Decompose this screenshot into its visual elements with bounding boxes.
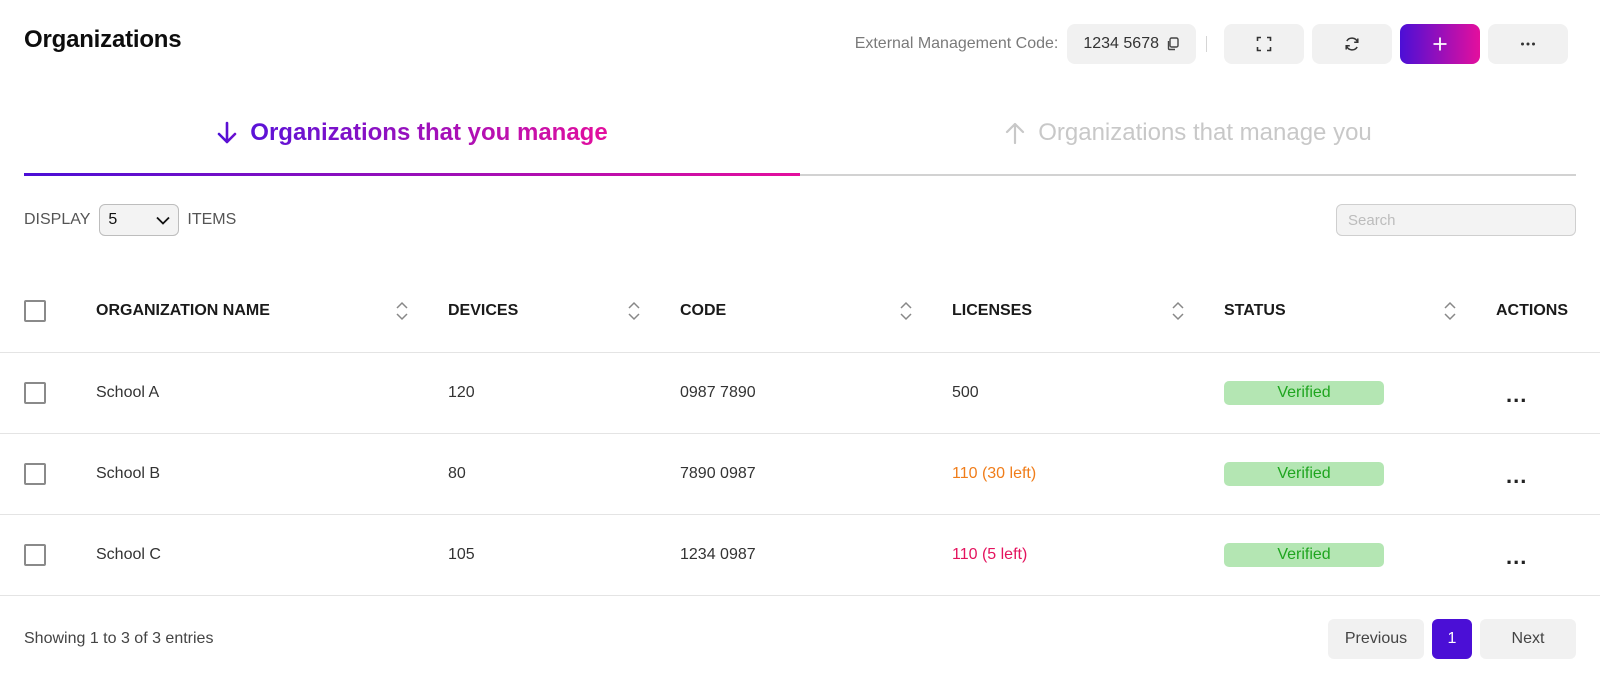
header-toolbar: External Management Code: 1234 5678 — [855, 24, 1568, 64]
organization-code: 1234 0987 — [680, 546, 756, 563]
licenses-value: 110 (30 left) — [952, 465, 1037, 482]
column-header-status[interactable]: STATUS — [1224, 302, 1286, 319]
more-options-button[interactable] — [1488, 24, 1568, 64]
devices-count: 120 — [448, 384, 475, 401]
more-horizontal-icon — [1521, 42, 1535, 46]
tab-organizations-that-manage-you[interactable]: Organizations that manage you — [800, 92, 1576, 174]
sort-icon[interactable] — [395, 270, 409, 352]
tab-organizations-you-manage[interactable]: Organizations that you manage — [24, 92, 800, 174]
select-all-checkbox[interactable] — [24, 300, 46, 322]
divider — [1206, 36, 1207, 52]
page-size-select[interactable]: 5 — [99, 204, 180, 236]
copy-icon[interactable] — [1166, 37, 1180, 51]
page-size-control: DISPLAY 5 ITEMS — [24, 204, 236, 236]
row-actions-menu[interactable]: ... — [1506, 463, 1528, 488]
next-page-button[interactable]: Next — [1480, 619, 1576, 659]
organization-code: 7890 0987 — [680, 465, 756, 482]
add-organization-button[interactable] — [1400, 24, 1480, 64]
pagination: Previous 1 Next — [1328, 619, 1576, 659]
fullscreen-button[interactable] — [1224, 24, 1304, 64]
tab-label: Organizations that you manage — [250, 119, 608, 146]
organizations-table: ORGANIZATION NAME DEVICES CODE LICENSES … — [0, 270, 1600, 596]
organization-code: 0987 7890 — [680, 384, 756, 401]
row-actions-menu[interactable]: ... — [1506, 382, 1528, 407]
row-checkbox[interactable] — [24, 382, 46, 404]
entries-info: Showing 1 to 3 of 3 entries — [24, 630, 214, 647]
external-code-chip[interactable]: 1234 5678 — [1067, 24, 1196, 64]
column-header-code[interactable]: CODE — [680, 302, 727, 319]
table-header-row: ORGANIZATION NAME DEVICES CODE LICENSES … — [0, 270, 1600, 353]
sort-icon[interactable] — [627, 270, 641, 352]
row-checkbox[interactable] — [24, 463, 46, 485]
refresh-button[interactable] — [1312, 24, 1392, 64]
licenses-value: 110 (5 left) — [952, 546, 1028, 563]
column-header-licenses[interactable]: LICENSES — [952, 302, 1033, 319]
licenses-value: 500 — [952, 384, 979, 401]
devices-count: 80 — [448, 465, 466, 482]
page-title: Organizations — [24, 26, 182, 53]
display-label: DISPLAY — [24, 211, 91, 228]
organization-name: School C — [96, 546, 161, 563]
search-input[interactable] — [1336, 204, 1576, 236]
column-header-devices[interactable]: DEVICES — [448, 302, 519, 319]
table-row: School B 80 7890 0987 110 (30 left) Veri… — [0, 434, 1600, 515]
status-badge: Verified — [1224, 381, 1384, 405]
previous-page-button[interactable]: Previous — [1328, 619, 1424, 659]
external-code-label: External Management Code: — [854, 35, 1059, 52]
tab-label: Organizations that manage you — [1038, 119, 1372, 146]
organization-name: School A — [96, 384, 160, 401]
row-actions-menu[interactable]: ... — [1506, 544, 1528, 569]
organization-name: School B — [96, 465, 161, 482]
arrow-up-icon — [1006, 122, 1025, 145]
column-header-actions: ACTIONS — [1496, 302, 1568, 319]
active-tab-indicator — [24, 173, 800, 176]
items-label: ITEMS — [187, 211, 237, 228]
row-checkbox[interactable] — [24, 544, 46, 566]
arrow-down-icon — [217, 121, 237, 144]
sort-icon[interactable] — [1443, 270, 1457, 352]
chevron-down-icon — [156, 216, 171, 225]
tab-divider — [800, 174, 1576, 176]
external-code-value: 1234 5678 — [1083, 35, 1159, 52]
column-header-organization-name[interactable]: ORGANIZATION NAME — [96, 302, 270, 319]
sort-icon[interactable] — [899, 270, 913, 352]
page-1-button[interactable]: 1 — [1432, 619, 1472, 659]
plus-icon — [1433, 37, 1447, 51]
sort-icon[interactable] — [1171, 270, 1185, 352]
refresh-icon — [1345, 37, 1359, 51]
devices-count: 105 — [448, 546, 475, 563]
organization-tabs: Organizations that you manage Organizati… — [24, 92, 1576, 176]
table-row: School A 120 0987 7890 500 Verified ... — [0, 353, 1600, 434]
status-badge: Verified — [1224, 543, 1384, 567]
status-badge: Verified — [1224, 462, 1384, 486]
page-size-value: 5 — [108, 211, 118, 228]
expand-icon — [1256, 36, 1272, 52]
table-row: School C 105 1234 0987 110 (5 left) Veri… — [0, 515, 1600, 596]
